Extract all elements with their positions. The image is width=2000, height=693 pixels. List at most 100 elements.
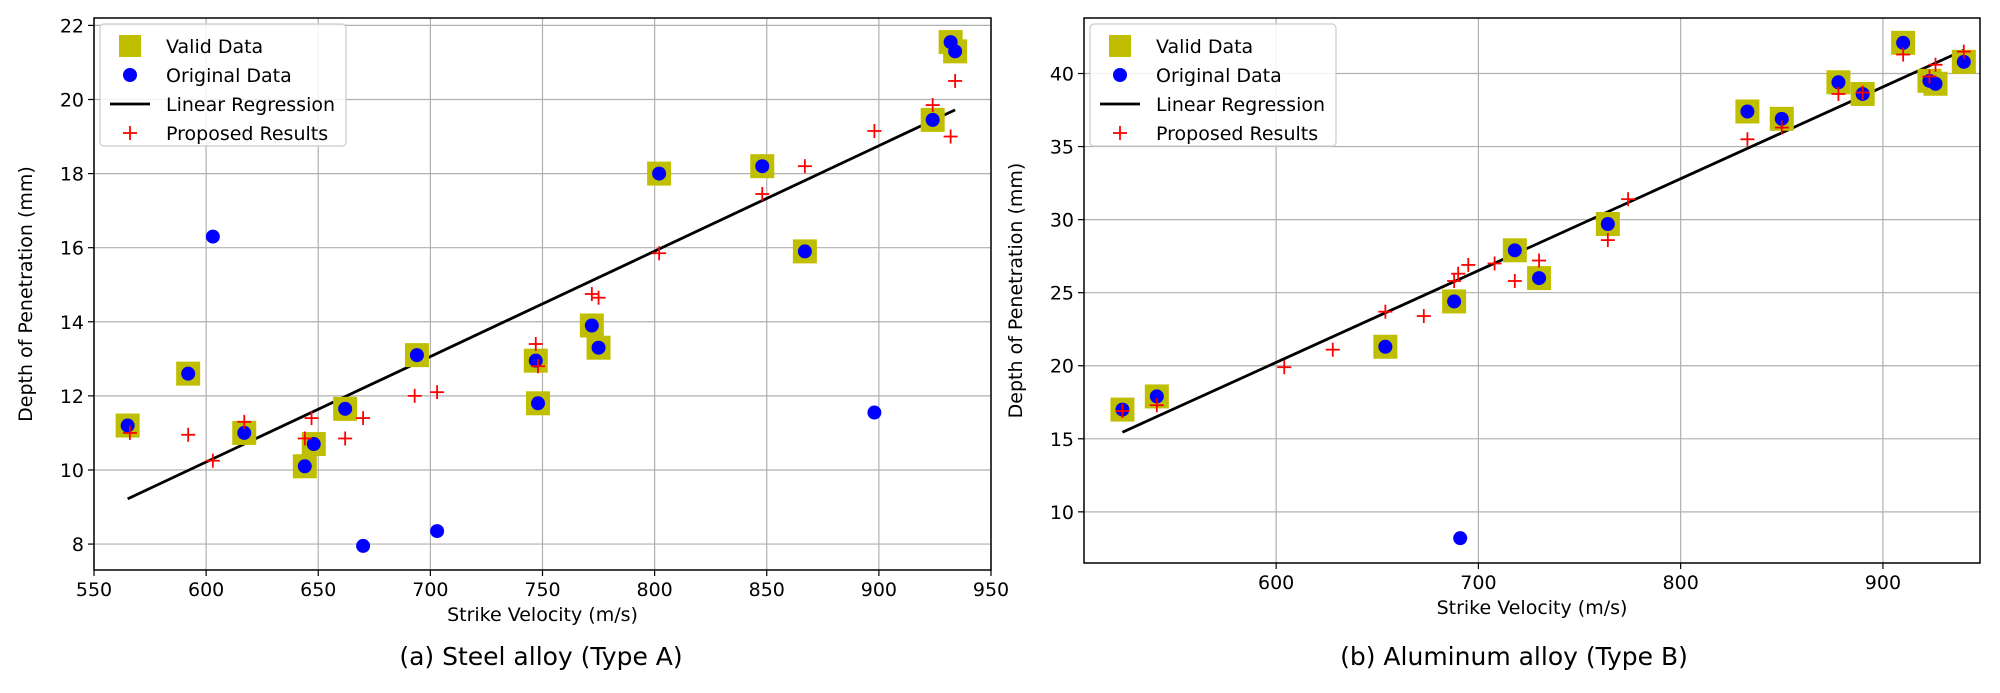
proposed-result-point bbox=[591, 290, 606, 305]
original-data-point bbox=[409, 348, 424, 363]
original-data-point bbox=[205, 229, 220, 244]
plot-area bbox=[1110, 30, 1976, 546]
proposed-result-point bbox=[338, 431, 353, 446]
legend-label: Valid Data bbox=[1156, 36, 1253, 58]
x-tick-label: 800 bbox=[636, 579, 672, 601]
y-axis-label: Depth of Penetration (mm) bbox=[1005, 163, 1027, 419]
y-tick-label: 40 bbox=[1050, 64, 1074, 86]
proposed-result-point bbox=[356, 411, 371, 426]
proposed-result-point bbox=[948, 73, 963, 88]
y-axis-label: Depth of Penetration (mm) bbox=[15, 166, 37, 422]
x-tick-label: 600 bbox=[188, 579, 224, 601]
x-tick-label: 850 bbox=[749, 579, 785, 601]
regression-line bbox=[1121, 48, 1965, 434]
proposed-result-point bbox=[528, 337, 543, 352]
proposed-result-point bbox=[797, 159, 812, 174]
chart-caption: (b) Aluminum alloy (Type B) bbox=[1340, 642, 1688, 671]
proposed-result-point bbox=[1451, 266, 1466, 281]
proposed-result-point bbox=[1416, 309, 1431, 324]
legend-label: Linear Regression bbox=[1156, 94, 1325, 116]
original-data-point bbox=[1740, 104, 1755, 119]
original-data-point bbox=[531, 396, 546, 411]
x-tick-label: 900 bbox=[861, 579, 897, 601]
y-tick-label: 35 bbox=[1050, 137, 1074, 159]
y-tick-label: 8 bbox=[72, 534, 84, 556]
original-data-point bbox=[297, 459, 312, 474]
original-data-point bbox=[528, 353, 543, 368]
x-tick-label: 900 bbox=[1865, 572, 1901, 594]
proposed-result-point bbox=[237, 414, 252, 429]
y-tick-label: 12 bbox=[60, 386, 84, 408]
legend-marker-circle bbox=[1113, 68, 1127, 82]
proposed-result-point bbox=[1325, 342, 1340, 357]
proposed-result-point bbox=[304, 411, 319, 426]
original-data-point bbox=[181, 366, 196, 381]
chart-a: 550 600 650 700 750 800 850 900 950 8 10 12 14 16 18 20… bbox=[15, 15, 1009, 671]
proposed-result-point bbox=[1740, 132, 1755, 147]
axes-frame bbox=[1083, 17, 1981, 564]
y-tick-label: 20 bbox=[60, 90, 84, 112]
original-data-point bbox=[1532, 271, 1547, 286]
proposed-result-point bbox=[122, 425, 137, 440]
original-data-point bbox=[1896, 35, 1911, 50]
original-data-point bbox=[755, 159, 770, 174]
y-tick-label: 14 bbox=[60, 312, 84, 334]
proposed-result-point bbox=[867, 123, 882, 138]
y-tick-label: 22 bbox=[60, 15, 84, 37]
original-data-point bbox=[1378, 339, 1393, 354]
y-tick-label: 15 bbox=[1050, 429, 1074, 451]
proposed-result-point bbox=[297, 431, 312, 446]
chart-caption: (a) Steel alloy (Type A) bbox=[399, 642, 682, 671]
proposed-result-point bbox=[1896, 47, 1911, 62]
original-data-point bbox=[1928, 76, 1943, 91]
proposed-result-point bbox=[1115, 404, 1130, 419]
proposed-result-point bbox=[925, 98, 940, 113]
proposed-result-point bbox=[1831, 86, 1846, 101]
original-data-point bbox=[237, 425, 252, 440]
proposed-result-point bbox=[1922, 69, 1937, 84]
regression-line bbox=[127, 108, 956, 501]
legend-marker-circle bbox=[123, 68, 137, 82]
proposed-result-point bbox=[652, 246, 667, 261]
original-data-point bbox=[591, 340, 606, 355]
original-data-point bbox=[1453, 531, 1468, 546]
original-data-point bbox=[1956, 54, 1971, 69]
proposed-result-point bbox=[531, 359, 546, 374]
proposed-result-point bbox=[181, 427, 196, 442]
proposed-result-point bbox=[1855, 85, 1870, 100]
proposed-result-point bbox=[584, 287, 599, 301]
original-data-point bbox=[1447, 294, 1462, 309]
proposed-result-point bbox=[407, 388, 422, 403]
x-tick-label: 600 bbox=[1258, 572, 1294, 594]
x-tick-label: 550 bbox=[76, 579, 112, 601]
legend: Valid Data Original Data Linear Regression… bbox=[1089, 23, 1337, 147]
legend-marker-square bbox=[1109, 35, 1131, 57]
legend-marker-plus bbox=[1113, 126, 1127, 140]
proposed-result-point bbox=[755, 186, 770, 201]
y-tick-label: 10 bbox=[60, 460, 84, 482]
legend-marker-plus bbox=[123, 126, 137, 140]
x-tick-label: 650 bbox=[300, 579, 336, 601]
proposed-result-point bbox=[1600, 233, 1615, 248]
original-data-point bbox=[306, 437, 321, 452]
original-data-point bbox=[584, 318, 599, 333]
original-data-point bbox=[1507, 243, 1522, 258]
legend-label: Original Data bbox=[1156, 65, 1282, 87]
x-tick-label: 800 bbox=[1663, 572, 1699, 594]
legend-label: Proposed Results bbox=[166, 123, 328, 145]
proposed-result-point bbox=[1621, 192, 1636, 207]
y-tick-label: 20 bbox=[1050, 356, 1074, 378]
legend-box bbox=[1089, 23, 1337, 147]
original-data-point bbox=[120, 418, 135, 433]
legend-label: Original Data bbox=[166, 65, 292, 87]
legend: Valid Data Original Data Linear Regression… bbox=[99, 23, 347, 147]
original-data-point bbox=[1774, 111, 1789, 126]
original-data-point bbox=[652, 166, 667, 181]
original-data-point bbox=[867, 405, 882, 420]
original-data-point bbox=[356, 538, 371, 553]
chart-b: 600 700 800 900 10 15 20 25 30 35 40 Strike Velocit… bbox=[1005, 17, 1981, 671]
original-data-point bbox=[1600, 217, 1615, 232]
y-tick-label: 18 bbox=[60, 164, 84, 186]
x-tick-label: 700 bbox=[412, 579, 448, 601]
